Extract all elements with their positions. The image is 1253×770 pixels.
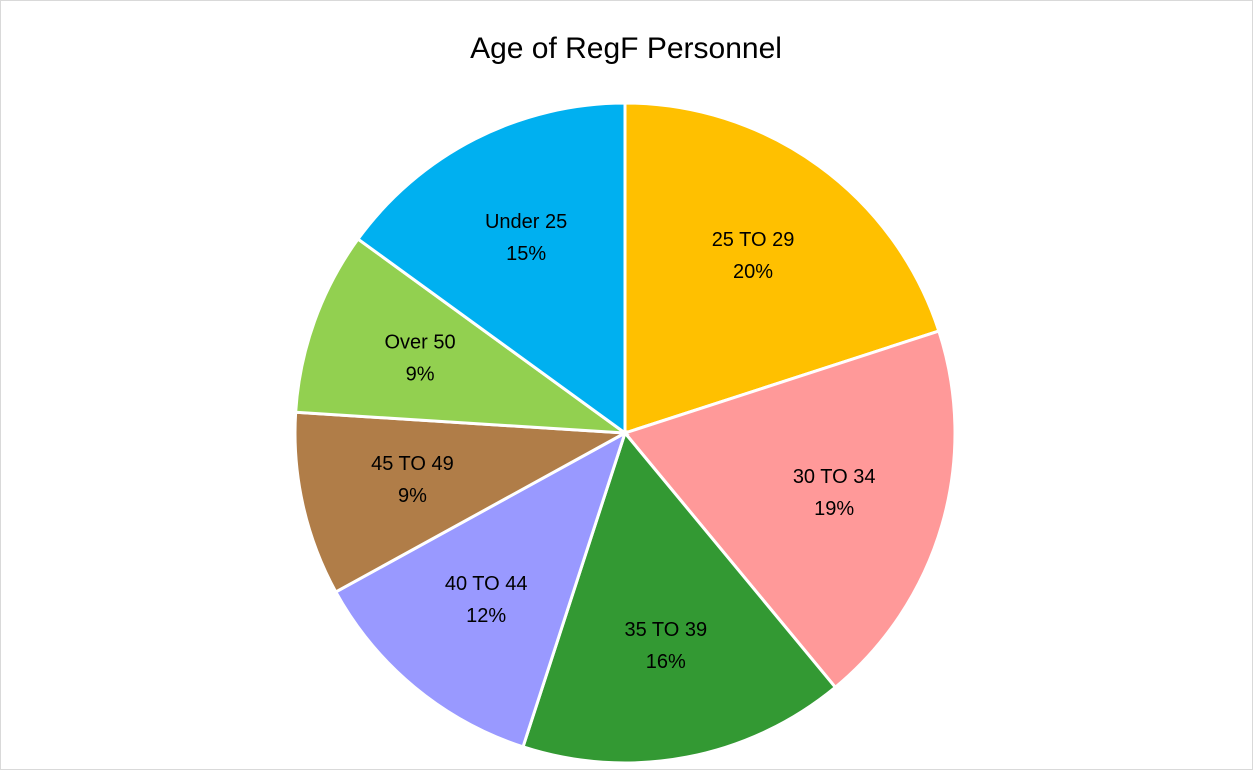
slice-category-label: 30 TO 34: [793, 466, 876, 488]
pie-slice: [294, 236, 631, 435]
slice-category-label: Over 50: [384, 332, 455, 354]
slice-value-label: 15%: [506, 243, 546, 265]
slice-value-label: 12%: [466, 605, 506, 627]
slice-category-label: 40 TO 44: [445, 573, 528, 595]
pie-slice: [333, 429, 628, 749]
pie-slice: [622, 329, 957, 690]
pie-slice: [293, 410, 631, 595]
slice-value-label: 9%: [398, 485, 427, 507]
pie-slice: [355, 101, 627, 436]
slice-value-label: 20%: [733, 261, 773, 283]
slice-value-label: 9%: [406, 364, 435, 386]
slice-category-label: 45 TO 49: [371, 453, 454, 475]
slice-category-label: 35 TO 39: [624, 619, 707, 641]
slice-category-label: 25 TO 29: [712, 229, 795, 251]
chart-title: Age of RegF Personnel: [470, 32, 782, 65]
pie-slice: [521, 429, 838, 765]
slice-value-label: 19%: [814, 498, 854, 520]
slice-category-label: Under 25: [485, 211, 567, 233]
slice-value-label: 16%: [646, 651, 686, 673]
pie-slice: [623, 101, 941, 436]
